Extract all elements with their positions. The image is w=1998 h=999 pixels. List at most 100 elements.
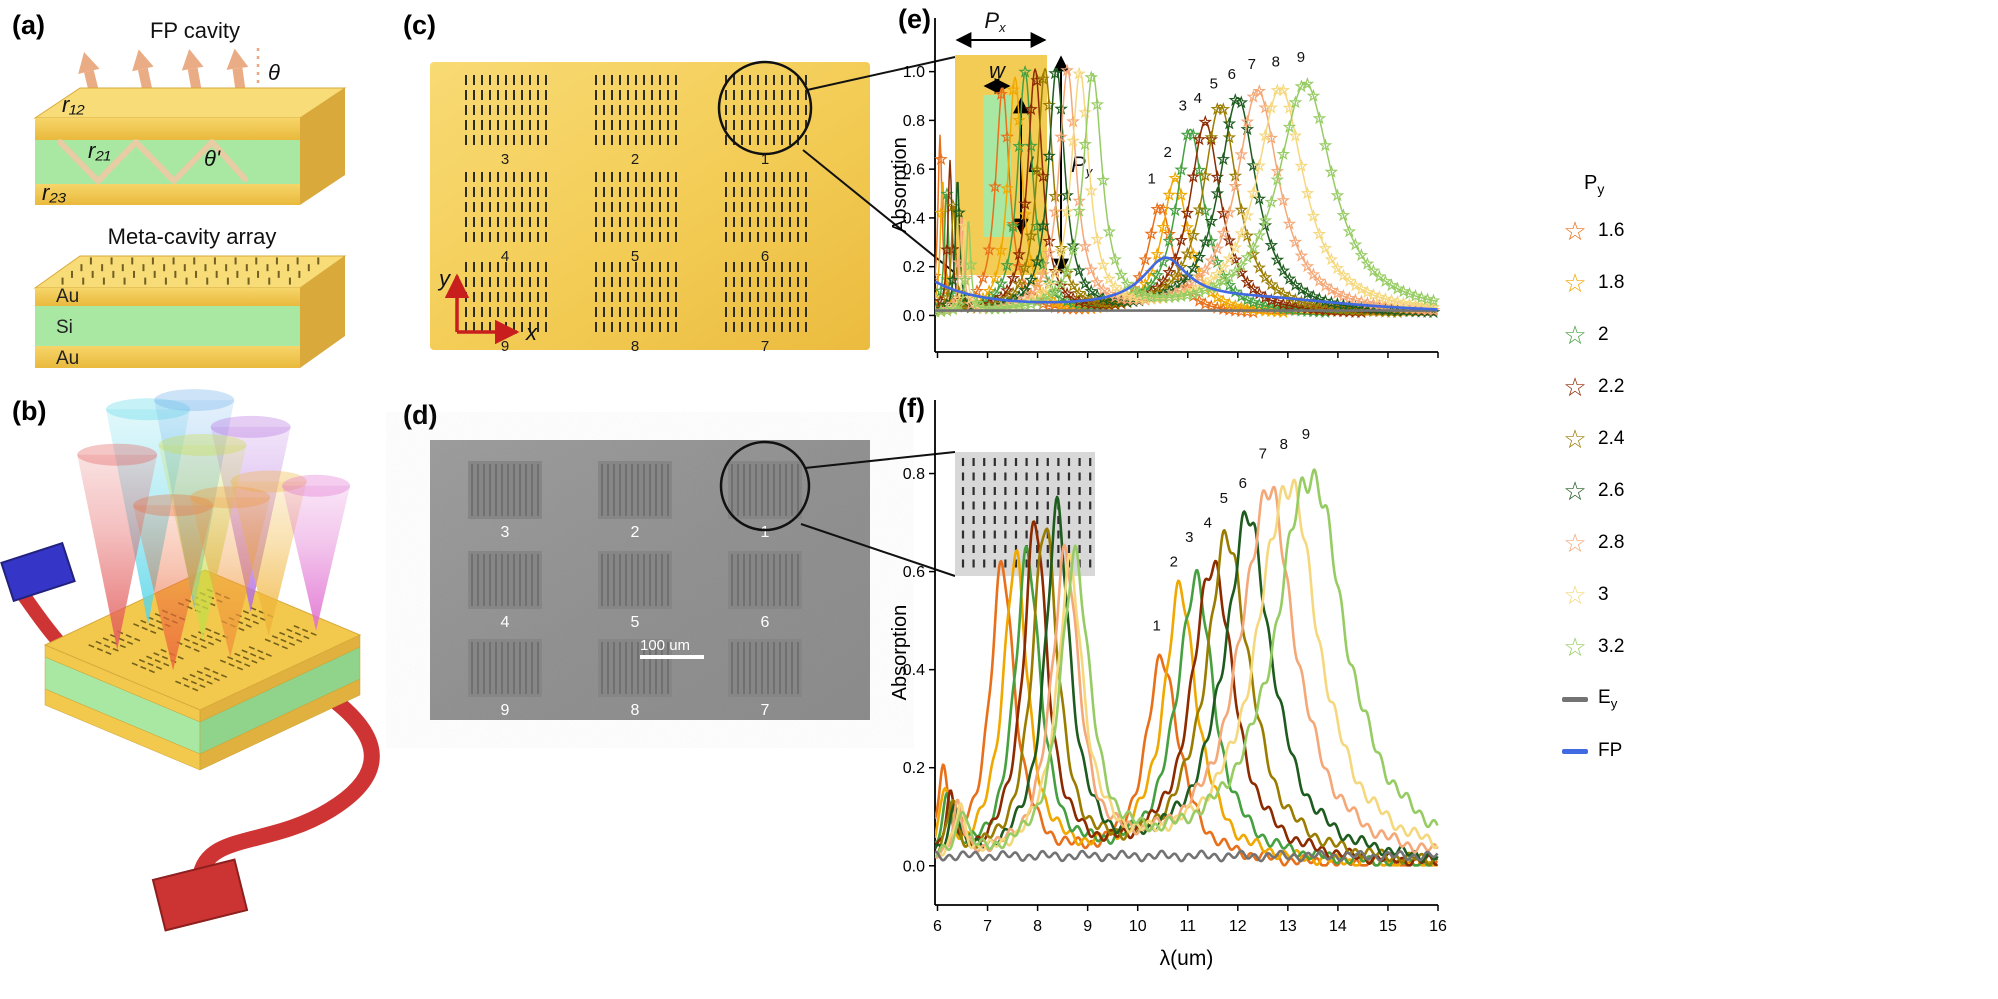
peak-number-label: 8	[1272, 54, 1280, 71]
peak-number-label: 5	[1210, 76, 1218, 93]
sem-patch	[728, 639, 802, 697]
legend-entry: ☆ 2.4	[1558, 413, 1708, 465]
legend-entry: ☆ 3	[1558, 569, 1708, 621]
legend-entry-label: 2.8	[1598, 532, 1625, 553]
legend-entry: ☆ 1.6	[1558, 205, 1708, 257]
sem-patch	[598, 639, 672, 697]
peak-number-label: 7	[1259, 446, 1267, 463]
legend-line-marker-icon	[1562, 696, 1588, 702]
light-cone	[133, 505, 214, 671]
legend-star-marker-icon: ☆	[1563, 424, 1587, 454]
legend-entry: ☆ 2	[1558, 309, 1708, 361]
patch-number: 8	[631, 338, 639, 355]
series-curve-FP	[935, 256, 1438, 311]
y-tick-label: 0.8	[903, 113, 925, 130]
legend-entry-label: 2.4	[1598, 428, 1625, 449]
y-axis-title: Absorption	[889, 605, 911, 701]
panel-label-e: (e)	[898, 4, 931, 34]
peak-number-label: 4	[1204, 514, 1212, 531]
plot-area	[935, 63, 1441, 319]
multi-reflection-zigzag	[57, 139, 248, 184]
antenna-patch	[595, 262, 677, 332]
antenna-patch	[595, 172, 677, 242]
panel-e-simulated-absorption: (e) 0.0 0.2 0.4 0.6 0.8 1.0 Absorption 1 2 3 4 5 6 7 8…	[889, 0, 1530, 385]
meta-cavity-title: Meta-cavity array	[108, 224, 277, 249]
legend-star-marker-icon: ☆	[1563, 528, 1587, 558]
legend-title: Py	[1584, 172, 1605, 197]
legend-star-marker-icon: ☆	[1563, 320, 1587, 350]
x-tick-label: 13	[1279, 918, 1297, 935]
theta-label: θ	[268, 60, 280, 85]
zoom-connector-top	[806, 56, 956, 91]
patch-number: 4	[501, 248, 509, 265]
x-tick-label: 12	[1229, 918, 1247, 935]
patch-number: 6	[761, 248, 769, 265]
panel-f-measured-absorption: (f) 0.0 0.2 0.4 0.6 0.8 6 7 8 9 10 11 12 13 14 15 16 Abs…	[889, 385, 1530, 999]
zoom-connector-bottom	[800, 523, 956, 577]
chart-f-svg: 0.00.20.40.60.86 7 8 9 10 11 12 13 14 15 16Absorpt…	[889, 400, 1447, 970]
legend-entry-label: 3	[1598, 584, 1609, 605]
legend-star-marker-icon: ☆	[1563, 580, 1587, 610]
series-curve-Ey	[935, 849, 1439, 863]
y-axis-label: y	[437, 266, 452, 291]
legend-entry: ☆ 1.8	[1558, 257, 1708, 309]
legend-star-marker-icon: ☆	[1563, 268, 1587, 298]
light-cone	[282, 485, 351, 631]
patch-number: 9	[501, 338, 509, 355]
y-tick-label: 0.6	[903, 564, 925, 581]
legend-entry: ☆ 2.6	[1558, 465, 1708, 517]
series-curve-Py=2.2	[935, 520, 1439, 867]
y-tick-label: 0.4	[903, 662, 925, 679]
legend-star-marker-icon: ☆	[1563, 476, 1587, 506]
emission-cones	[77, 389, 351, 671]
panel-label-a: (a)	[12, 10, 45, 40]
peak-number-label: 2	[1164, 144, 1172, 161]
plot-area	[935, 468, 1439, 867]
coordinate-axes: y x	[437, 266, 538, 345]
fp-slab	[33, 87, 347, 205]
legend-entry: ☆ 3.2	[1558, 621, 1708, 673]
zoom-circle	[719, 440, 811, 532]
antenna-patch	[595, 75, 677, 145]
legend-star-marker-icon: ☆	[1563, 632, 1587, 662]
x-tick-label: 8	[1033, 918, 1042, 935]
x-axis-title: λ(um)	[1160, 947, 1214, 970]
y-tick-label: 0.8	[903, 466, 925, 483]
peak-number-label: 1	[1153, 617, 1161, 634]
legend-entry-label: 1.8	[1598, 272, 1625, 293]
panel-a-fp-cavity-schematic: (a) FP cavity θ r₁₂ r₂₁ r₂₃ θ' Meta-cavi…	[12, 10, 347, 369]
chart-legend: Py ☆ 1.6 ☆ 1.8 ☆ 2 ☆ 2.2 ☆ 2.4 ☆ 2.6 ☆ 2.8 ☆ 3 ☆ 3.2 Ey FP	[1558, 172, 1708, 777]
blue-contact-pad	[0, 541, 76, 603]
legend-entry-label: 1.6	[1598, 220, 1625, 241]
patch-number: 3	[501, 151, 509, 168]
x-tick-label: 7	[983, 918, 992, 935]
patch-number: 5	[631, 248, 639, 265]
gold-chip-surface	[430, 62, 870, 350]
antenna-patch	[465, 172, 547, 242]
legend-entry-label: 3.2	[1598, 636, 1625, 657]
meta-cavity-slab	[33, 255, 347, 368]
antenna-patch	[725, 75, 807, 145]
red-contact-pad	[151, 858, 249, 932]
sem-patch	[598, 461, 672, 519]
theta-prime-label: θ'	[204, 146, 221, 171]
patch-number: 6	[761, 614, 770, 631]
fp-cavity-title: FP cavity	[150, 18, 240, 43]
y-tick-label: 0.2	[903, 760, 925, 777]
antenna-patch	[725, 262, 807, 332]
zoom-connector-top	[804, 451, 956, 469]
y-tick-label: 0.6	[903, 162, 925, 179]
antenna-patch	[465, 75, 547, 145]
x-tick-label: 6	[933, 918, 942, 935]
sem-patch	[468, 551, 542, 609]
zoom-circle	[717, 60, 813, 156]
legend-entry: Ey	[1558, 673, 1708, 725]
wire-to-red-pad	[192, 682, 380, 886]
legend-entry-label: 2	[1598, 324, 1609, 345]
legend-entry-label: 2.2	[1598, 376, 1625, 397]
peak-number-label: 8	[1280, 436, 1288, 453]
legend-entry-label: FP	[1598, 740, 1623, 761]
series-curve-Py=3.2	[935, 468, 1439, 858]
layer-au-bottom-label: Au	[56, 348, 79, 369]
